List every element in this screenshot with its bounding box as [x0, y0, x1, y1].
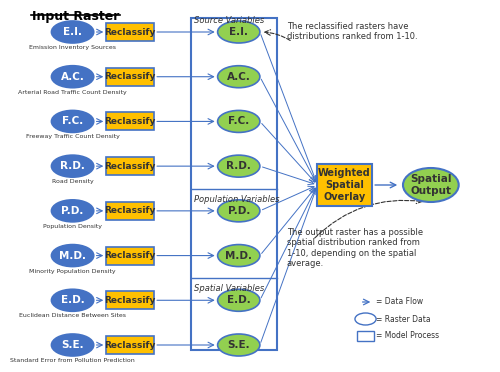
Ellipse shape — [218, 110, 260, 132]
Ellipse shape — [218, 21, 260, 43]
FancyBboxPatch shape — [357, 331, 374, 341]
Text: Input Raster: Input Raster — [32, 10, 119, 23]
FancyBboxPatch shape — [106, 336, 154, 354]
Text: Weighted
Spatial
Overlay: Weighted Spatial Overlay — [318, 169, 371, 202]
FancyBboxPatch shape — [106, 247, 154, 264]
FancyBboxPatch shape — [316, 164, 372, 206]
Text: Reclassify: Reclassify — [104, 162, 156, 171]
Text: A.C.: A.C. — [227, 72, 250, 82]
Text: Reclassify: Reclassify — [104, 296, 156, 305]
Ellipse shape — [355, 313, 376, 325]
Text: Euclidean Distance Between Sites: Euclidean Distance Between Sites — [19, 313, 126, 318]
Text: = Raster Data: = Raster Data — [376, 314, 430, 324]
Text: Standard Error from Pollution Prediction: Standard Error from Pollution Prediction — [10, 358, 135, 363]
Ellipse shape — [52, 110, 94, 132]
Text: Population Variables: Population Variables — [194, 195, 279, 204]
Text: F.C.: F.C. — [62, 116, 83, 126]
Ellipse shape — [52, 66, 94, 88]
Text: Arterial Road Traffic Count Density: Arterial Road Traffic Count Density — [18, 90, 127, 95]
Text: E.I.: E.I. — [229, 27, 248, 37]
Text: P.D.: P.D. — [62, 206, 84, 216]
FancyBboxPatch shape — [106, 202, 154, 220]
Ellipse shape — [52, 155, 94, 177]
Text: = Model Process: = Model Process — [376, 331, 439, 340]
Text: R.D.: R.D. — [60, 161, 85, 171]
Ellipse shape — [52, 21, 94, 43]
Text: Minority Population Density: Minority Population Density — [30, 269, 116, 273]
Text: Source Variables: Source Variables — [194, 16, 264, 25]
Text: M.D.: M.D. — [59, 251, 86, 260]
Text: E.D.: E.D. — [60, 295, 84, 305]
Text: Road Density: Road Density — [52, 179, 94, 184]
Ellipse shape — [52, 334, 94, 356]
Text: Reclassify: Reclassify — [104, 206, 156, 215]
Ellipse shape — [218, 155, 260, 177]
Text: Emission Inventory Sources: Emission Inventory Sources — [29, 45, 116, 50]
Text: E.I.: E.I. — [63, 27, 82, 37]
Ellipse shape — [52, 244, 94, 267]
Ellipse shape — [52, 200, 94, 222]
Text: P.D.: P.D. — [228, 206, 250, 216]
Text: Freeway Traffic Count Density: Freeway Traffic Count Density — [26, 134, 120, 140]
FancyBboxPatch shape — [106, 157, 154, 175]
Text: M.D.: M.D. — [225, 251, 252, 260]
FancyBboxPatch shape — [190, 18, 277, 350]
Text: Reclassify: Reclassify — [104, 28, 156, 36]
Text: The reclassified rasters have
distributions ranked from 1-10.: The reclassified rasters have distributi… — [287, 22, 418, 41]
Ellipse shape — [218, 289, 260, 311]
Text: Reclassify: Reclassify — [104, 340, 156, 350]
Ellipse shape — [218, 200, 260, 222]
Ellipse shape — [218, 244, 260, 267]
Text: R.D.: R.D. — [226, 161, 251, 171]
Text: Reclassify: Reclassify — [104, 72, 156, 81]
Text: E.D.: E.D. — [227, 295, 250, 305]
Text: Reclassify: Reclassify — [104, 117, 156, 126]
FancyBboxPatch shape — [106, 23, 154, 41]
FancyBboxPatch shape — [106, 291, 154, 309]
Text: A.C.: A.C. — [60, 72, 84, 82]
Text: Reclassify: Reclassify — [104, 251, 156, 260]
Ellipse shape — [218, 334, 260, 356]
Text: Population Density: Population Density — [43, 224, 102, 229]
Ellipse shape — [52, 289, 94, 311]
Text: F.C.: F.C. — [228, 116, 250, 126]
Ellipse shape — [403, 168, 458, 202]
FancyBboxPatch shape — [106, 112, 154, 131]
FancyBboxPatch shape — [106, 68, 154, 86]
Ellipse shape — [218, 66, 260, 88]
Text: Spatial Variables: Spatial Variables — [194, 284, 264, 293]
Text: = Data Flow: = Data Flow — [376, 298, 423, 307]
Text: S.E.: S.E. — [62, 340, 84, 350]
Text: The output raster has a possible
spatial distribution ranked from
1-10, dependin: The output raster has a possible spatial… — [287, 228, 423, 268]
Text: S.E.: S.E. — [228, 340, 250, 350]
Text: Spatial
Output: Spatial Output — [410, 174, 452, 196]
